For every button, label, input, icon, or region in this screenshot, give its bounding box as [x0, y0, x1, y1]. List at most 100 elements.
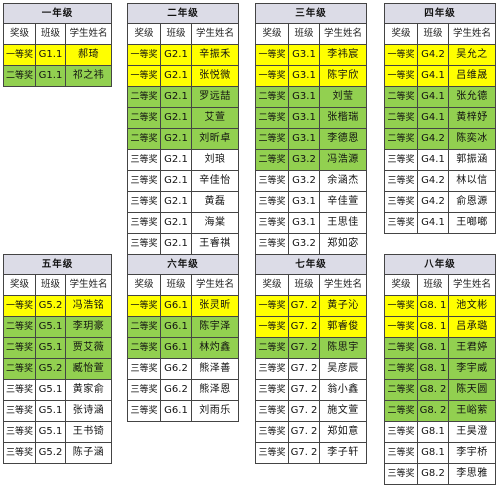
table-row: 二等奖 G3.1 刘莹	[255, 86, 368, 108]
student-name-cell: 李宇威	[447, 358, 497, 380]
table-row: 三等奖 G2.1 王睿祺	[127, 233, 240, 255]
table-row: 二等奖 G4.2 陈奕冰	[384, 128, 497, 150]
student-name-cell: 黄梓妤	[447, 107, 497, 129]
table-row: 三等奖 G7. 2 翁小鑫	[255, 379, 368, 401]
award-cell: 二等奖	[3, 65, 36, 87]
class-cell: G4.2	[417, 128, 449, 150]
grade-title-row: 二年级	[126, 3, 240, 24]
award-cell: 三等奖	[3, 442, 36, 464]
student-name-cell: 黄子沁	[318, 295, 368, 317]
grade-title: 三年级	[254, 3, 368, 24]
class-cell: G8.1	[417, 442, 449, 464]
class-cell: G8.2	[417, 463, 449, 485]
class-cell: G7. 2	[288, 400, 320, 422]
class-cell: G7. 2	[288, 442, 320, 464]
award-cell: 三等奖	[127, 212, 161, 234]
name-column-header: 学生姓名	[447, 23, 497, 45]
class-cell: G3.1	[288, 128, 320, 150]
class-cell: G4.1	[417, 107, 449, 129]
class-cell: G6.1	[160, 337, 192, 359]
class-cell: G2.1	[160, 65, 192, 87]
table-row: 三等奖 G5.2 陈子涵	[3, 442, 113, 464]
table-row: 三等奖 G8.1 李宇桥	[384, 442, 497, 464]
class-cell: G3.2	[288, 149, 320, 171]
table-row: 二等奖 G4.1 张允德	[384, 86, 497, 108]
class-cell: G8. 2	[417, 379, 449, 401]
award-cell: 二等奖	[384, 86, 418, 108]
student-name-cell: 王书锜	[64, 421, 113, 443]
student-name-cell: 陈天圆	[447, 379, 497, 401]
class-cell: G3.1	[288, 44, 320, 66]
class-column-header: 班级	[417, 274, 449, 296]
award-cell: 二等奖	[127, 316, 161, 338]
student-name-cell: 张允德	[447, 86, 497, 108]
table-row: 三等奖 G3.2 余涵杰	[255, 170, 368, 192]
student-name-cell: 郭振涵	[447, 149, 497, 171]
award-cell: 一等奖	[384, 295, 418, 317]
class-cell: G5.1	[35, 316, 66, 338]
class-cell: G6.1	[160, 295, 192, 317]
table-row: 二等奖 G1.1 祁之祎	[3, 65, 113, 87]
student-name-cell: 贾艾薇	[64, 337, 113, 359]
student-name-cell: 辛佳怡	[190, 170, 240, 192]
student-name-cell: 林以信	[447, 170, 497, 192]
student-name-cell: 熊泽善	[190, 358, 240, 380]
award-column-header: 奖级	[3, 274, 36, 296]
table-row: 二等奖 G8. 1 王君婷	[384, 337, 497, 359]
class-cell: G2.1	[160, 86, 192, 108]
award-cell: 三等奖	[255, 379, 289, 401]
class-cell: G8.1	[417, 421, 449, 443]
student-name-cell: 陈宇泽	[190, 316, 240, 338]
grade-table-6: 六年级 奖级 班级 学生姓名 一等奖 G6.1 张灵昕 二等奖 G6.1 陈宇泽 二等奖 G6.1 林灼…	[126, 254, 240, 422]
table-row: 一等奖 G3.1 陈宇欣	[255, 65, 368, 87]
student-name-cell: 陈宇欣	[318, 65, 368, 87]
award-cell: 三等奖	[3, 400, 36, 422]
student-name-cell: 吴允之	[447, 44, 497, 66]
name-column-header: 学生姓名	[318, 23, 368, 45]
student-name-cell: 王啷啷	[447, 212, 497, 234]
class-cell: G4.2	[417, 44, 449, 66]
table-row: 三等奖 G6.2 熊泽善	[127, 358, 240, 380]
class-cell: G2.1	[160, 170, 192, 192]
table-row: 三等奖 G5.1 张诗涵	[3, 400, 113, 422]
student-name-cell: 池文彬	[447, 295, 497, 317]
award-cell: 三等奖	[127, 170, 161, 192]
grade-table-5: 五年级 奖级 班级 学生姓名 一等奖 G5.2 冯浩铭 二等奖 G5.1 李玥豪 二等奖 G5.1 贾艾…	[2, 254, 113, 464]
class-cell: G4.1	[417, 86, 449, 108]
table-row: 三等奖 G3.1 王思佳	[255, 212, 368, 234]
student-name-cell: 王君婷	[447, 337, 497, 359]
class-cell: G7. 2	[288, 421, 320, 443]
class-cell: G3.1	[288, 212, 320, 234]
class-cell: G2.1	[160, 149, 192, 171]
award-cell: 一等奖	[127, 65, 161, 87]
award-cell: 二等奖	[255, 337, 289, 359]
student-name-cell: 王昊澄	[447, 421, 497, 443]
award-cell: 一等奖	[384, 316, 418, 338]
table-row: 二等奖 G8. 2 陈天圆	[384, 379, 497, 401]
award-column-header: 奖级	[127, 274, 161, 296]
award-cell: 一等奖	[255, 44, 289, 66]
student-name-cell: 吕维晟	[447, 65, 497, 87]
award-cell: 三等奖	[384, 212, 418, 234]
name-column-header: 学生姓名	[64, 23, 113, 45]
class-cell: G5.2	[35, 295, 66, 317]
class-column-header: 班级	[288, 23, 320, 45]
column-header-row: 奖级 班级 学生姓名	[384, 274, 497, 296]
student-name-cell: 张灵昕	[190, 295, 240, 317]
award-cell: 三等奖	[127, 149, 161, 171]
award-cell: 三等奖	[384, 149, 418, 171]
table-row: 三等奖 G3.1 辛佳萱	[255, 191, 368, 213]
class-cell: G4.2	[417, 191, 449, 213]
award-cell: 一等奖	[127, 295, 161, 317]
class-cell: G3.1	[288, 191, 320, 213]
grade-title-row: 八年级	[383, 254, 497, 275]
award-cell: 二等奖	[255, 86, 289, 108]
table-row: 三等奖 G6.2 熊泽恩	[127, 379, 240, 401]
grade-title-row: 五年级	[2, 254, 113, 275]
table-row: 三等奖 G5.1 王书锜	[3, 421, 113, 443]
student-name-cell: 刘昕卓	[190, 128, 240, 150]
student-name-cell: 陈思宇	[318, 337, 368, 359]
class-cell: G3.2	[288, 170, 320, 192]
grade-title: 二年级	[126, 3, 240, 24]
award-cell: 三等奖	[127, 191, 161, 213]
